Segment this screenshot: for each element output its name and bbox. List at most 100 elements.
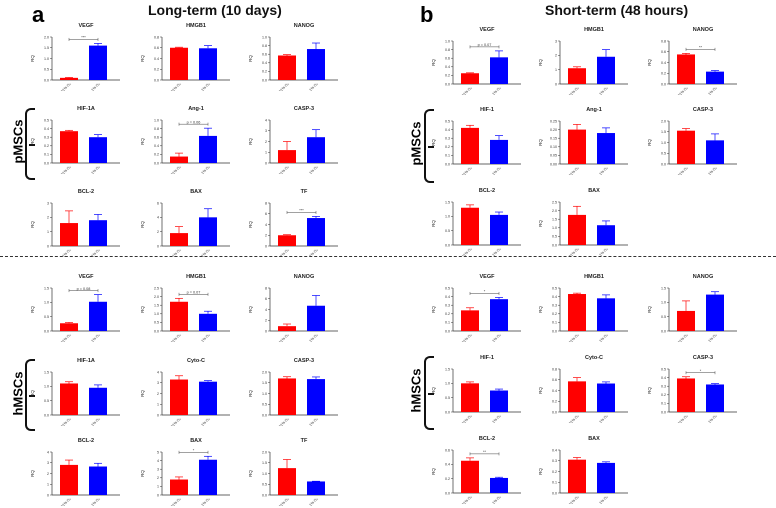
bar-chart-a-hMSCs-Cyto-C: Cyto-C RQ 0 1 2 3 4 21% O₂ 1% O₂ — [136, 354, 246, 426]
chart-svg: VEGF RQ 0.0 0.1 0.2 0.3 0.4 0.5 21% O₂ 1% O₂ * — [431, 274, 521, 342]
x-tick-label: 1% O₂ — [599, 165, 610, 175]
bar-chart-a-pMSCs-BCL-2: BCL-2 RQ 0 1 2 3 21% O₂ 1% O₂ — [26, 185, 136, 257]
bar-chart-b-hMSCs-CASP-3: CASP-3 RQ 0.0 0.1 0.2 0.3 0.4 0.5 21% O₂ 1% O₂ * — [643, 351, 753, 423]
x-tick-label: 1% O₂ — [599, 332, 610, 342]
significance-label: *** — [299, 209, 304, 213]
chart-svg: BAX RQ 0.0 0.1 0.2 0.3 0.4 21% O₂ 1% O₂ — [538, 436, 628, 504]
bar-hypoxia — [199, 135, 217, 163]
y-tick-label: 0.0 — [44, 413, 49, 417]
y-tick-label: 4 — [157, 459, 159, 463]
y-tick-label: 0.8 — [154, 35, 159, 39]
y-tick-label: 0.0 — [154, 78, 159, 82]
y-axis-label: RQ — [538, 387, 543, 394]
chart-svg: BCL-2 RQ 0 1 2 3 21% O₂ 1% O₂ — [30, 189, 120, 257]
y-axis-label: RQ — [30, 390, 35, 397]
bar-normoxia — [278, 55, 296, 80]
chart-title: BAX — [588, 188, 600, 194]
bar-chart-a-pMSCs-BAX: BAX RQ 0 2 4 6 21% O₂ 1% O₂ — [136, 185, 246, 257]
bar-hypoxia — [490, 139, 508, 164]
chart-svg: VEGF RQ 0.0 0.5 1.0 1.5 21% O₂ 1% O₂ p = 0.08 — [30, 274, 120, 342]
y-tick-label: 1.0 — [445, 215, 450, 219]
y-tick-label: 1.0 — [44, 57, 49, 61]
y-tick-label: 0 — [157, 493, 159, 497]
chart-svg: TF RQ 0.0 0.5 1.0 1.5 2.0 21% O₂ 1% O₂ — [248, 438, 338, 506]
panel-a-label: a — [32, 2, 45, 27]
chart-title: CASP-3 — [693, 355, 713, 361]
y-tick-label: 0.1 — [552, 481, 557, 485]
y-tick-label: 0.10 — [550, 145, 557, 149]
y-tick-label: 0.5 — [44, 399, 49, 403]
x-tick-label: 21% O₂ — [677, 332, 689, 342]
x-tick-label: 1% O₂ — [492, 413, 503, 423]
y-axis-label: RQ — [140, 221, 145, 228]
bar-chart-a-pMSCs-HIF-1A: HIF-1A RQ 0.0 0.1 0.2 0.3 0.4 0.5 21% O₂ 1% O₂ — [26, 102, 136, 174]
chart-title: BCL-2 — [479, 436, 495, 442]
y-tick-label: 4 — [157, 370, 159, 374]
y-tick-label: 0.6 — [661, 50, 666, 54]
y-tick-label: 0.0 — [661, 329, 666, 333]
y-tick-label: 0 — [47, 244, 49, 248]
x-tick-label: 1% O₂ — [309, 416, 320, 426]
y-tick-label: 8 — [265, 286, 267, 290]
bar-chart-b-pMSCs-CASP-3: CASP-3 RQ 0.0 0.5 1.0 1.5 2.0 21% O₂ 1% O₂ — [643, 103, 753, 175]
y-tick-label: 3 — [157, 468, 159, 472]
y-tick-label: 3 — [157, 381, 159, 385]
y-tick-label: 0.0 — [44, 329, 49, 333]
x-tick-label: 21% O₂ — [677, 165, 689, 175]
bar-hypoxia — [597, 462, 615, 493]
chart-svg: BAX RQ 0 2 4 6 21% O₂ 1% O₂ — [140, 189, 230, 257]
y-tick-label: 3 — [47, 201, 49, 205]
y-axis-label: RQ — [647, 387, 652, 394]
y-tick-label: 0.2 — [445, 477, 450, 481]
y-tick-label: 0.2 — [154, 68, 159, 72]
chart-title: TF — [301, 438, 308, 444]
bar-hypoxia — [307, 379, 325, 415]
y-tick-label: 4 — [265, 118, 267, 122]
y-tick-label: 0.5 — [44, 68, 49, 72]
y-tick-label: 0.0 — [445, 491, 450, 495]
x-tick-label: 21% O₂ — [461, 494, 473, 504]
y-tick-label: 0.5 — [44, 118, 49, 122]
chart-title: HIF-1 — [480, 355, 494, 361]
y-tick-label: 1.5 — [661, 130, 666, 134]
y-tick-label: 0.0 — [445, 82, 450, 86]
x-tick-label: 21% O₂ — [60, 332, 72, 342]
chart-title: NANOG — [294, 23, 314, 29]
bar-hypoxia — [89, 45, 107, 80]
bar-chart-a-hMSCs-HMGB1: HMGB1 RQ 0.0 0.5 1.0 1.5 2.0 2.5 21% O₂ 1% O₂ p = … — [136, 270, 246, 342]
x-tick-label: 1% O₂ — [201, 81, 212, 91]
chart-title: NANOG — [693, 27, 713, 33]
panel-a-title: Long-term (10 days) — [148, 2, 282, 18]
y-tick-label: 0.2 — [661, 393, 666, 397]
y-axis-label: RQ — [248, 390, 253, 397]
y-tick-label: 2.0 — [44, 35, 49, 39]
y-tick-label: 0 — [265, 329, 267, 333]
y-tick-label: 2.5 — [154, 286, 159, 290]
y-tick-label: 0.3 — [552, 459, 557, 463]
chart-svg: BCL-2 RQ 0 1 2 3 4 21% O₂ 1% O₂ — [30, 438, 120, 506]
bar-normoxia — [60, 223, 78, 246]
y-axis-label: RQ — [30, 221, 35, 228]
y-tick-label: 8 — [265, 201, 267, 205]
y-tick-label: 0.1 — [44, 153, 49, 157]
y-tick-label: 0.2 — [552, 312, 557, 316]
bar-normoxia — [278, 378, 296, 415]
x-tick-label: 1% O₂ — [309, 164, 320, 174]
y-tick-label: 0.5 — [44, 315, 49, 319]
y-tick-label: 0.3 — [44, 136, 49, 140]
bar-normoxia — [461, 127, 479, 164]
y-axis-label: RQ — [30, 55, 35, 62]
group-label-hmscs-b: hMSCs — [408, 368, 424, 413]
chart-svg: Ang-1 RQ 0.0 0.2 0.4 0.6 0.8 1.0 21% O₂ 1% O₂ p = … — [140, 106, 230, 174]
bar-chart-b-hMSCs-NANOG: NANOG RQ 0.0 0.5 1.0 1.5 21% O₂ 1% O₂ — [643, 270, 753, 342]
y-tick-label: 4 — [265, 223, 267, 227]
y-tick-label: 1.0 — [262, 472, 267, 476]
x-tick-label: 21% O₂ — [461, 413, 473, 423]
significance-label: p = 0.06 — [187, 120, 201, 124]
brace-tick — [428, 146, 434, 148]
y-tick-label: 1.0 — [262, 35, 267, 39]
section-divider — [0, 256, 776, 257]
x-tick-label: 21% O₂ — [568, 165, 580, 175]
chart-title: Ang-1 — [586, 107, 602, 113]
y-axis-label: RQ — [30, 138, 35, 145]
